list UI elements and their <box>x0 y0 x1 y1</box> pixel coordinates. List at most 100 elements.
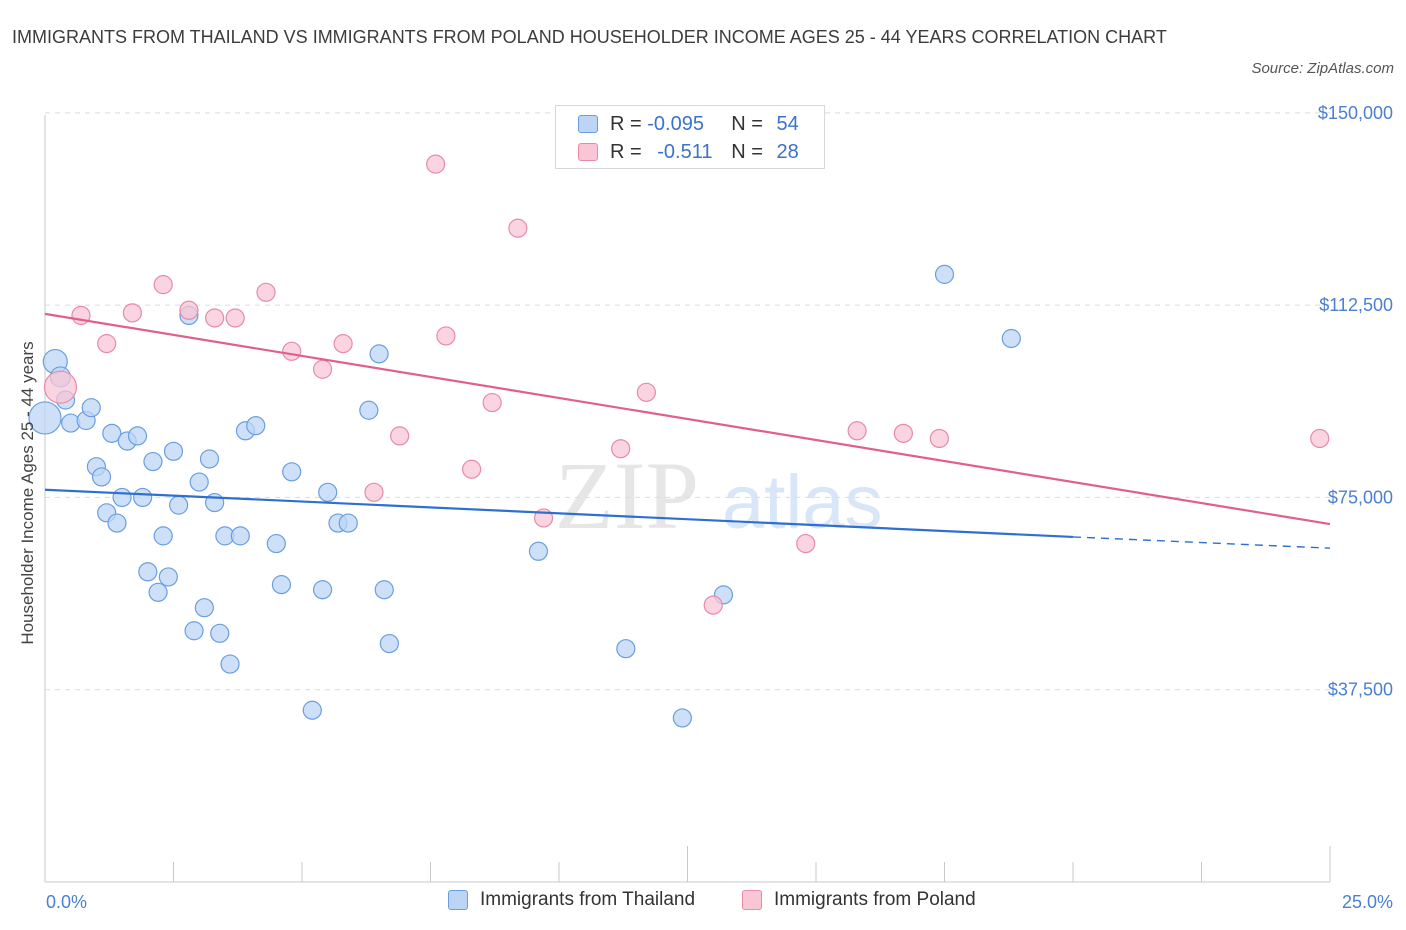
point-poland <box>390 426 410 446</box>
point-poland <box>508 218 528 238</box>
point-thailand <box>81 398 101 418</box>
y-axis-title: Householder Income Ages 25 - 44 years <box>18 341 37 644</box>
x-tick-label-end: 25.0% <box>1342 892 1393 912</box>
legend-n-value-poland: 28 <box>776 140 799 163</box>
point-poland <box>636 382 656 402</box>
point-thailand <box>107 513 127 533</box>
trend-line-extension-thailand <box>1072 536 1331 549</box>
point-thailand <box>369 344 389 364</box>
legend-r-label: R = <box>610 112 648 135</box>
series-legend-thailand: Immigrants from Thailand <box>448 889 695 911</box>
point-poland <box>312 359 333 379</box>
point-thailand <box>379 633 399 654</box>
point-poland <box>847 421 867 441</box>
point-poland <box>364 482 384 502</box>
point-thailand <box>672 708 692 728</box>
point-thailand <box>374 580 394 600</box>
point-thailand <box>934 264 955 284</box>
point-thailand <box>312 580 333 600</box>
trend-line-thailand <box>44 488 1074 539</box>
point-poland <box>282 341 302 361</box>
point-thailand <box>194 598 214 618</box>
point-thailand <box>359 400 379 420</box>
watermark-atlas: atlas <box>722 460 883 545</box>
y-tick-label: $112,500 <box>1319 295 1393 315</box>
point-poland <box>43 370 78 404</box>
point-thailand <box>266 533 286 554</box>
point-poland <box>462 459 482 479</box>
point-thailand <box>153 526 173 546</box>
point-thailand <box>133 487 153 508</box>
point-thailand <box>1001 328 1021 349</box>
legend-r-label: R = <box>610 140 648 163</box>
series-label-thailand: Immigrants from Thailand <box>480 889 696 910</box>
series-legend-poland: Immigrants from Poland <box>742 889 976 911</box>
point-thailand <box>138 562 158 582</box>
point-poland <box>482 392 502 413</box>
point-poland <box>426 154 446 174</box>
series-legend: Immigrants from Thailand Immigrants from… <box>0 889 1406 915</box>
point-thailand <box>148 582 168 602</box>
x-tick-label-start: 0.0% <box>46 892 87 912</box>
point-poland <box>1310 428 1330 449</box>
y-tick-label: $37,500 <box>1328 680 1393 700</box>
point-thailand <box>127 426 148 446</box>
point-thailand <box>616 639 636 659</box>
point-thailand <box>282 462 302 482</box>
legend-swatch-poland <box>578 143 598 161</box>
y-tick-label: $150,000 <box>1318 103 1393 123</box>
point-poland <box>893 423 913 443</box>
point-thailand <box>184 621 204 641</box>
legend-r-value-thailand: -0.095 <box>647 112 704 135</box>
point-poland <box>153 275 173 295</box>
trend-lines <box>44 312 1331 549</box>
point-poland <box>179 300 199 320</box>
data-points <box>28 154 1330 728</box>
point-poland <box>796 533 816 554</box>
legend-n-label: N = <box>731 112 769 135</box>
series-label-poland: Immigrants from Poland <box>774 889 976 910</box>
point-thailand <box>246 416 266 436</box>
point-thailand <box>112 487 132 508</box>
point-thailand <box>143 451 163 472</box>
correlation-legend: R = -0.095 N = 54 R = -0.511 N = 28 <box>555 105 825 169</box>
point-thailand <box>163 441 184 461</box>
point-thailand <box>102 423 122 443</box>
point-thailand <box>302 700 322 720</box>
point-poland <box>703 595 723 615</box>
point-poland <box>97 334 117 354</box>
point-thailand <box>91 467 112 487</box>
point-poland <box>205 308 225 328</box>
legend-r-value-poland: -0.511 <box>657 140 713 163</box>
series-swatch-poland <box>742 890 762 910</box>
point-thailand <box>230 526 250 546</box>
point-thailand <box>271 575 292 595</box>
legend-n-label: N = <box>731 140 769 163</box>
point-thailand <box>158 567 178 587</box>
point-thailand <box>210 623 230 643</box>
legend-row-poland: R = -0.511 N = 28 <box>578 139 799 165</box>
legend-n-value-thailand: 54 <box>776 112 799 135</box>
point-thailand <box>220 654 240 674</box>
point-thailand <box>199 449 220 469</box>
legend-swatch-thailand <box>578 115 598 133</box>
point-poland <box>122 303 142 323</box>
point-poland <box>929 428 949 449</box>
point-thailand <box>28 401 62 435</box>
grid-lines <box>45 112 1330 691</box>
point-poland <box>256 282 276 302</box>
chart-title: IMMIGRANTS FROM THAILAND VS IMMIGRANTS F… <box>12 27 1167 47</box>
axes <box>44 115 1331 883</box>
point-poland <box>611 439 631 459</box>
legend-row-thailand: R = -0.095 N = 54 <box>578 111 799 137</box>
point-poland <box>225 308 245 328</box>
point-thailand <box>528 541 549 561</box>
axis-labels: $37,500 $75,000 $112,500 $150,000 0.0% 25.0% H… <box>18 103 1393 912</box>
series-swatch-thailand <box>448 890 468 910</box>
watermark-zip: ZIP <box>555 442 699 549</box>
point-poland <box>333 334 353 354</box>
point-thailand <box>338 513 358 533</box>
point-thailand <box>169 495 189 515</box>
point-poland <box>436 326 456 346</box>
